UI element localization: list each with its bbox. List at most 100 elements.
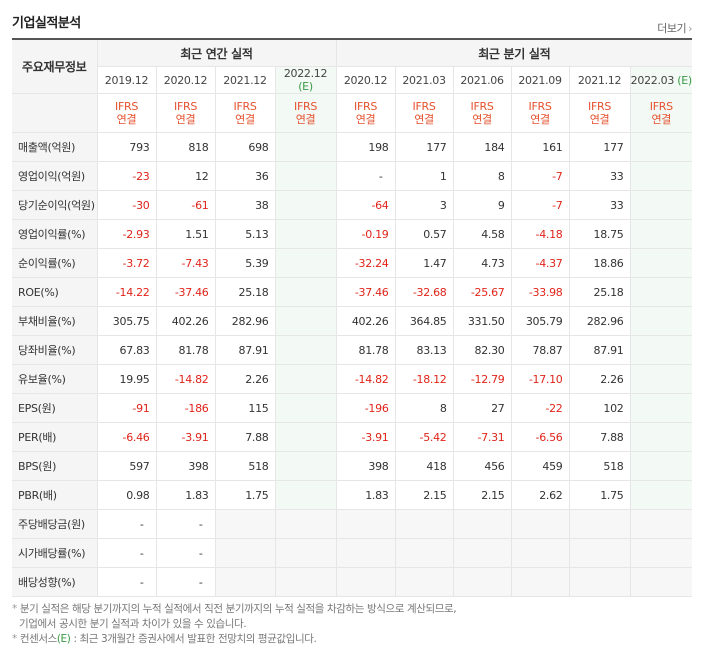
- table-cell: -4.37: [510, 248, 570, 278]
- column-period: 2020.12: [343, 73, 388, 87]
- table-row: 부채비율(%) 305.75 402.26 282.96 402.26 364.85 331…: [12, 306, 693, 336]
- table-cell: [452, 538, 512, 568]
- table-cell: -: [96, 538, 156, 568]
- accounting-standard-consolidated: 연결: [295, 113, 316, 126]
- table-cell: 698: [214, 132, 275, 162]
- table-cell: 198: [335, 132, 396, 162]
- table-cell: 282.96: [214, 306, 275, 336]
- table-cell: 7.88: [568, 422, 631, 452]
- table-cell: -37.46: [155, 277, 215, 307]
- table-cell: -2.93: [96, 219, 156, 249]
- table-cell: -30: [96, 190, 156, 220]
- table-cell: -0.19: [335, 219, 396, 249]
- table-cell: -6.56: [510, 422, 570, 452]
- table-cell: 282.96: [568, 306, 631, 336]
- column-period: 2020.12: [163, 73, 208, 87]
- footnote-2-suffix: : 최근 3개월간 증권사에서 발표한 전망치의 평균값입니다.: [73, 633, 317, 645]
- footnote-1-text: 분기 실적은 해당 분기까지의 누적 실적에서 직전 분기까지의 누적 실적을 …: [19, 603, 457, 615]
- accounting-standard: IFRS 연결: [274, 93, 337, 133]
- table-row: 배당성향(%) - -: [12, 567, 693, 597]
- table-cell: 305.79: [510, 306, 570, 336]
- table-cell: -25.67: [452, 277, 512, 307]
- table-cell: 33: [568, 161, 631, 191]
- table-cell: 38: [214, 190, 275, 220]
- accounting-standard: IFRS 연결: [96, 93, 156, 133]
- column-period: 2022.12: [283, 67, 328, 80]
- table-row: 순이익률(%) -3.72 -7.43 5.39 -32.24 1.47 4.73 -4.37…: [12, 248, 693, 278]
- table-cell: 2.26: [568, 364, 631, 394]
- table-cell: -: [155, 567, 215, 597]
- accounting-standard-consolidated: 연결: [651, 113, 672, 126]
- table-cell: 8: [394, 393, 454, 423]
- table-row: ROE(%) -14.22 -37.46 25.18 -37.46 -32.68 -25.6…: [12, 277, 693, 307]
- table-cell: 1.75: [568, 480, 631, 510]
- table-cell: [510, 567, 570, 597]
- accounting-standard-ifrs: IFRS: [233, 100, 257, 113]
- table-cell: [274, 132, 337, 162]
- table-cell: [335, 567, 396, 597]
- estimate-marker: (E): [677, 73, 692, 87]
- table-cell: 19.95: [96, 364, 156, 394]
- table-cell: 1.51: [155, 219, 215, 249]
- table-row: 당기순이익(억원) -30 -61 38 -64 3 9 -7 33: [12, 190, 693, 220]
- more-link-label: 더보기: [657, 22, 687, 35]
- table-cell: 1.83: [335, 480, 396, 510]
- table-row: 유보율(%) 19.95 -14.82 2.26 -14.82 -18.12 -12.79-…: [12, 364, 693, 394]
- table-cell: [452, 509, 512, 539]
- estimate-marker: (E): [298, 80, 313, 93]
- table-cell: -3.91: [335, 422, 396, 452]
- table-cell: 331.50: [452, 306, 512, 336]
- table-cell: 33: [568, 190, 631, 220]
- table-cell: [274, 190, 337, 220]
- table-cell: [214, 538, 275, 568]
- footnote-1: * 분기 실적은 해당 분기까지의 누적 실적에서 직전 분기까지의 누적 실적…: [12, 603, 457, 615]
- table-cell: -3.72: [96, 248, 156, 278]
- estimate-marker: (E): [56, 633, 71, 645]
- table-cell: 102: [568, 393, 631, 423]
- column-period: 2021.06: [460, 73, 504, 87]
- table-cell: 418: [394, 451, 454, 481]
- more-link[interactable]: 더보기 ›: [657, 20, 692, 36]
- row-label: 당좌비율(%): [12, 335, 97, 365]
- column-period: 2021.09: [518, 73, 562, 87]
- footnote-2: * 컨센서스(E) : 최근 3개월간 증권사에서 발표한 전망치의 평균값입니…: [12, 633, 317, 645]
- table-cell: -18.12: [394, 364, 454, 394]
- accounting-standard: IFRS 연결: [214, 93, 275, 133]
- accounting-standard: IFRS 연결: [510, 93, 570, 133]
- table-cell: -12.79: [452, 364, 512, 394]
- column-header: 2021.12: [568, 66, 631, 94]
- row-label: 유보율(%): [12, 364, 97, 394]
- table-cell: [274, 509, 337, 539]
- row-label: 주당배당금(원): [12, 509, 97, 539]
- table-row: BPS(원) 597 398 518 398 418 456 459 518: [12, 451, 693, 481]
- table-cell: [394, 509, 454, 539]
- table-cell: [452, 567, 512, 597]
- table-cell: 4.58: [452, 219, 512, 249]
- table-cell: -186: [155, 393, 215, 423]
- financial-table: 주요재무정보 최근 연간 실적 최근 분기 실적 2019.12 2020.12 2…: [12, 38, 692, 597]
- table-cell: [274, 422, 337, 452]
- table-cell: 793: [96, 132, 156, 162]
- table-cell: -5.42: [394, 422, 454, 452]
- table-cell: 12: [155, 161, 215, 191]
- row-label: PER(배): [12, 422, 97, 452]
- row-label: 배당성향(%): [12, 567, 97, 597]
- table-cell: -32.24: [335, 248, 396, 278]
- table-cell: [214, 567, 275, 597]
- footnote-2-prefix: 컨센서스: [19, 633, 57, 645]
- table-cell: 81.78: [155, 335, 215, 365]
- table-cell: -7.43: [155, 248, 215, 278]
- table-cell: 87.91: [214, 335, 275, 365]
- footnote-1-cont: 기업에서 공시한 분기 실적과 차이가 있을 수 있습니다.: [19, 618, 247, 630]
- row-label: 시가배당률(%): [12, 538, 97, 568]
- table-cell: [394, 538, 454, 568]
- accounting-standard: IFRS 연결: [568, 93, 631, 133]
- table-cell: [274, 161, 337, 191]
- table-cell: 83.13: [394, 335, 454, 365]
- table-cell: [629, 306, 693, 336]
- table-cell: [274, 277, 337, 307]
- table-cell: [274, 538, 337, 568]
- accounting-standard: IFRS 연결: [394, 93, 454, 133]
- table-cell: 459: [510, 451, 570, 481]
- table-cell: 818: [155, 132, 215, 162]
